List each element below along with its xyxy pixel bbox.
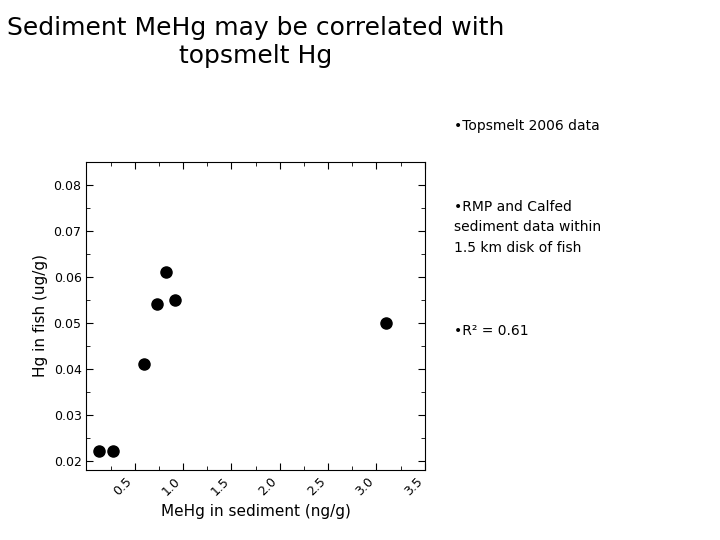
Point	[107, 447, 118, 456]
Point	[160, 268, 171, 276]
Text: Sediment MeHg may be correlated with
topsmelt Hg: Sediment MeHg may be correlated with top…	[7, 16, 504, 68]
Point	[151, 300, 163, 309]
Y-axis label: Hg in fish (ug/g): Hg in fish (ug/g)	[33, 254, 48, 377]
Text: •RMP and Calfed
sediment data within
1.5 km disk of fish: •RMP and Calfed sediment data within 1.5…	[454, 200, 600, 255]
Text: •R² = 0.61: •R² = 0.61	[454, 324, 528, 338]
Point	[139, 360, 150, 368]
Text: •Topsmelt 2006 data: •Topsmelt 2006 data	[454, 119, 599, 133]
X-axis label: MeHg in sediment (ng/g): MeHg in sediment (ng/g)	[161, 504, 351, 518]
Point	[93, 447, 104, 456]
Point	[380, 319, 392, 327]
Point	[170, 295, 181, 304]
